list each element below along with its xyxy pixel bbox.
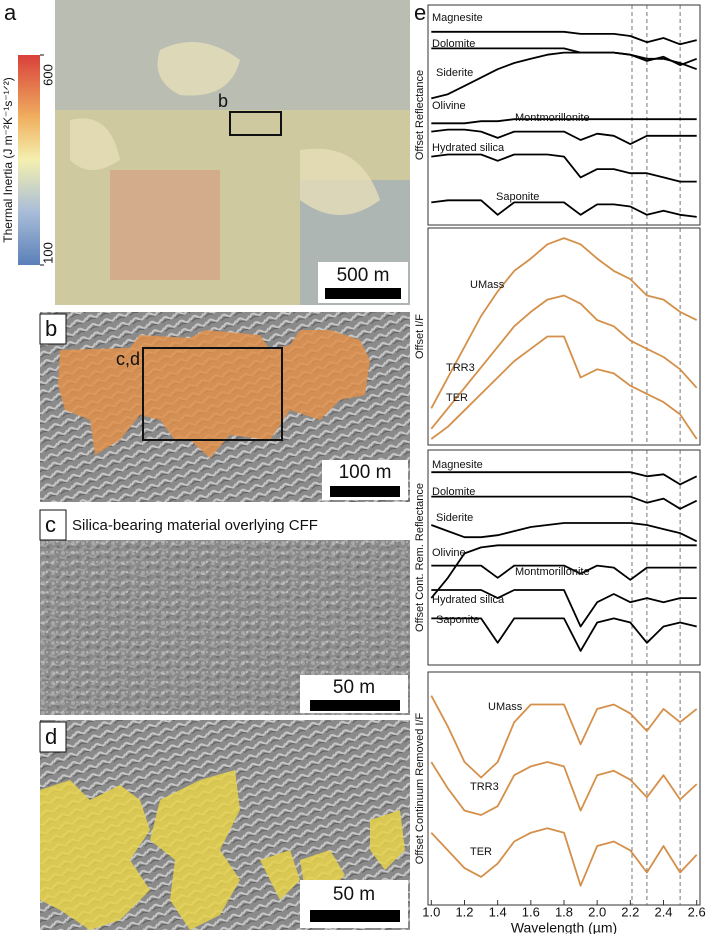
silica-detection bbox=[58, 330, 370, 458]
letter-box bbox=[39, 509, 67, 541]
inset-box bbox=[142, 347, 283, 441]
spectrum-label: Montmorillonite bbox=[515, 566, 590, 578]
spectrum bbox=[430, 827, 698, 887]
x-tick-label: 2.2 bbox=[621, 904, 639, 919]
spectrum-label: TER bbox=[470, 846, 492, 858]
spectrum bbox=[431, 495, 698, 510]
spectrum bbox=[431, 47, 698, 66]
spectrum bbox=[431, 153, 697, 183]
scale-label: 50 m bbox=[333, 677, 375, 698]
x-tick-label: 1.4 bbox=[489, 904, 507, 919]
x-axis-label: Wavelength (µm) bbox=[511, 920, 617, 934]
spectrum-label: Magnesite bbox=[432, 12, 483, 24]
spectrum-label: Saponite bbox=[436, 614, 479, 626]
spectrum-label: Magnesite bbox=[432, 459, 483, 471]
spectrum-label: Hydrated silica bbox=[432, 142, 505, 154]
colorbar-tick-label: 600 bbox=[40, 64, 55, 86]
spectrum bbox=[431, 118, 697, 125]
title-strip bbox=[40, 508, 410, 540]
x-tick-label: 1.8 bbox=[555, 904, 573, 919]
colorbar-label: Thermal Inertia (J m⁻²K⁻¹s⁻¹ᐟ²) bbox=[1, 77, 15, 242]
spectrum bbox=[430, 335, 698, 440]
colorbar bbox=[18, 55, 40, 265]
plot-frame bbox=[427, 4, 701, 226]
x-tick-label: 2.0 bbox=[588, 904, 606, 919]
spectrum bbox=[430, 695, 698, 779]
scale-label: 100 m bbox=[339, 462, 392, 483]
scale-bar bbox=[310, 910, 400, 922]
letter-box bbox=[39, 313, 67, 345]
spectrum bbox=[431, 589, 697, 628]
panel-letter: c bbox=[45, 512, 56, 537]
panel-d: d 50 m bbox=[39, 720, 410, 930]
inset-label: b bbox=[218, 91, 228, 111]
y-axis-label: Offset I/F bbox=[414, 314, 426, 359]
spectrum-label: Hydrated silica bbox=[432, 594, 505, 606]
plot-frame bbox=[427, 449, 701, 666]
terrain bbox=[70, 42, 380, 215]
x-tick-label: 2.6 bbox=[688, 904, 706, 919]
spectrum bbox=[430, 237, 698, 409]
colorbar-ticks: 600 100 bbox=[40, 54, 55, 266]
panel-letter: a bbox=[4, 0, 17, 25]
spectrum-label: Saponite bbox=[496, 191, 539, 203]
spectrum bbox=[430, 761, 698, 816]
spectrum-label: Siderite bbox=[436, 67, 473, 79]
inset-box bbox=[229, 111, 282, 136]
spectrum-label: Dolomite bbox=[432, 38, 475, 50]
spectrum-label: Siderite bbox=[436, 512, 473, 524]
panel-c: c Silica-bearing material overlying CFF … bbox=[39, 508, 410, 715]
spectrum bbox=[431, 128, 697, 145]
spectrum bbox=[431, 30, 697, 46]
spectrum-label: Olivine bbox=[432, 100, 466, 112]
spectrum-label: TRR3 bbox=[470, 781, 499, 793]
colorbar-tick-label: 100 bbox=[40, 242, 55, 264]
spectrum bbox=[431, 471, 698, 486]
scale-bar bbox=[310, 700, 400, 711]
scale-label: 500 m bbox=[337, 265, 390, 286]
panel-b: c,d b 100 m bbox=[39, 312, 410, 502]
map-tile bbox=[110, 170, 220, 280]
spectrum bbox=[431, 51, 698, 100]
panel-letter: d bbox=[45, 724, 57, 749]
spectrum-label: Olivine bbox=[432, 547, 466, 559]
panel-title: Silica-bearing material overlying CFF bbox=[72, 517, 318, 534]
plot-frame bbox=[427, 227, 701, 446]
spectrum bbox=[430, 294, 698, 430]
spectrum bbox=[431, 564, 697, 581]
letter-box bbox=[39, 721, 67, 753]
scale-bar bbox=[330, 486, 400, 497]
spectrum-label: UMass bbox=[488, 701, 523, 713]
x-tick-label: 2.4 bbox=[654, 904, 672, 919]
spectrum-label: Dolomite bbox=[432, 486, 475, 498]
spectrum bbox=[430, 522, 698, 543]
spectrum-label: TER bbox=[446, 392, 468, 404]
spectrum-label: UMass bbox=[470, 279, 505, 291]
spectrum-label: TRR3 bbox=[446, 362, 475, 374]
panel-letter: b bbox=[45, 316, 57, 341]
panel-letter: e bbox=[414, 0, 426, 25]
spectra-panel: Magnesite Dolomite Siderite Olivine Montmori… bbox=[414, 4, 706, 934]
spectrum-label: Montmorillonite bbox=[515, 112, 590, 124]
y-axis-label: Offset Continuum Removed I/F bbox=[414, 713, 426, 865]
x-tick-label: 1.0 bbox=[422, 904, 440, 919]
spectrum bbox=[430, 544, 697, 599]
x-tick-label: 1.2 bbox=[455, 904, 473, 919]
panel-a: a Thermal Inertia (J m⁻²K⁻¹s⁻¹ᐟ²) 600 100… bbox=[1, 0, 410, 305]
scale-bar bbox=[325, 288, 401, 299]
spectrum bbox=[431, 617, 697, 652]
x-tick-label: 1.6 bbox=[522, 904, 540, 919]
y-axis-label: Offset Cont. Rem. Reflectance bbox=[414, 483, 426, 632]
y-axis-label: Offset Reflectance bbox=[414, 70, 426, 160]
scale-label: 50 m bbox=[333, 884, 375, 905]
inset-label: c,d bbox=[116, 349, 140, 369]
spectrum bbox=[431, 199, 697, 218]
